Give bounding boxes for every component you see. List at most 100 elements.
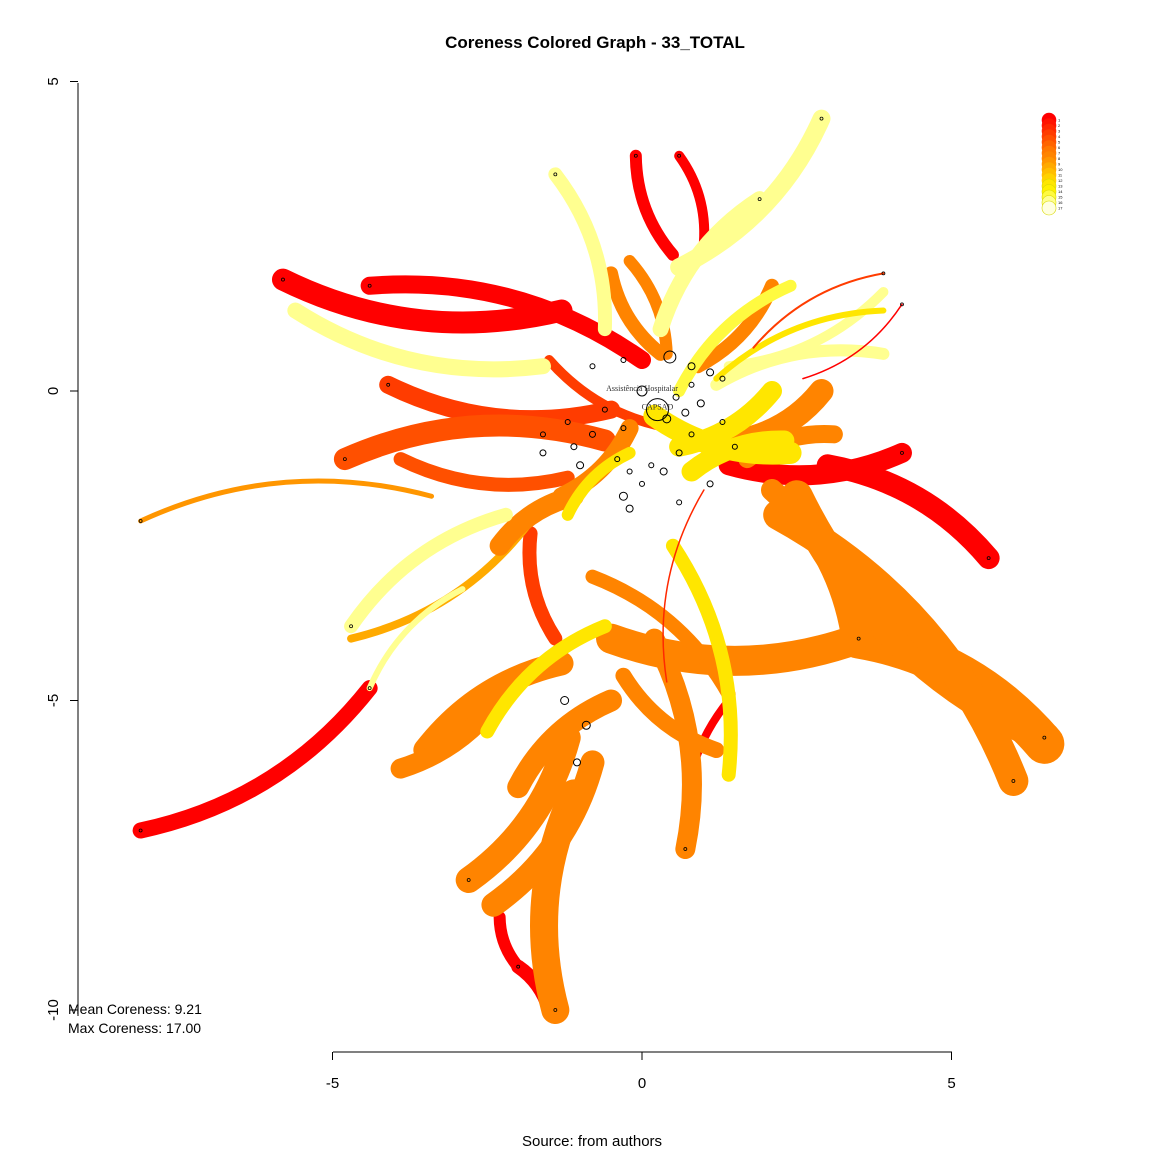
graph-node (386, 382, 391, 387)
graph-edge (623, 255, 673, 360)
graph-node (662, 414, 672, 424)
legend-label: 12 (1058, 178, 1063, 183)
graph-node (138, 519, 143, 523)
legend-label: 7 (1058, 151, 1061, 156)
graph-node (672, 393, 680, 401)
legend-label: 10 (1058, 167, 1063, 172)
y-axis-ticks: 5 0 -5 -10 (45, 77, 78, 1021)
legend-label: 15 (1058, 195, 1063, 200)
graph-edge (393, 452, 575, 492)
graph-node (620, 357, 627, 364)
graph-edge (674, 150, 710, 248)
source-caption: Source: from authors (522, 1133, 662, 1150)
graph-node (645, 398, 669, 422)
graph-node (553, 1008, 558, 1012)
graph-edge (713, 307, 887, 382)
graph-edge (271, 268, 573, 334)
graph-node (367, 283, 372, 288)
graph-edge (652, 191, 768, 338)
legend-label: 13 (1058, 184, 1063, 189)
y-tick-label: 5 (45, 77, 62, 85)
graph-node (856, 636, 861, 641)
graph-node (986, 556, 991, 561)
graph-node (757, 197, 762, 202)
graph-node (683, 847, 688, 851)
graph-edge (138, 478, 435, 524)
graph-node (553, 172, 558, 177)
graph-node (706, 368, 715, 377)
graph-edge (507, 689, 623, 799)
graph-edge (480, 619, 612, 739)
graph-node (573, 758, 582, 767)
graph-node (601, 406, 608, 413)
graph-node (588, 430, 596, 438)
graph-node (688, 431, 695, 438)
legend-label: 3 (1058, 129, 1061, 134)
legend-label: 11 (1058, 173, 1063, 178)
x-tick-label: 5 (947, 1075, 955, 1092)
graph-edge (669, 381, 782, 457)
graph-node (900, 450, 904, 455)
graph-node (687, 362, 696, 371)
graph-node-labels: CAPSAD Assistência Hospitalar (606, 384, 678, 412)
graph-edge (561, 446, 636, 521)
x-axis-ticks: -5 0 5 (326, 1052, 956, 1092)
graph-node (614, 456, 621, 463)
legend-label: 17 (1058, 206, 1063, 211)
graph-node (539, 449, 547, 457)
graph-node (516, 964, 521, 969)
graph-edge (390, 678, 516, 779)
graph-node (881, 271, 886, 276)
graph-edge (344, 507, 513, 634)
graph-node (539, 431, 546, 438)
graph-edge (662, 489, 705, 683)
x-tick-label: 0 (638, 1075, 646, 1092)
graph-node (663, 350, 677, 364)
graph-node (560, 696, 570, 705)
graph-node (719, 418, 726, 425)
graph-edge (673, 279, 797, 397)
graph-edge (481, 750, 605, 917)
legend-label: 8 (1058, 156, 1061, 161)
graph-edge (604, 266, 668, 361)
graph-node (706, 480, 714, 488)
graph-node (138, 828, 143, 833)
graph-edge (665, 538, 738, 782)
graph-node (1042, 735, 1047, 740)
graph-edge (366, 586, 466, 692)
graph-node (633, 153, 638, 158)
graph-node (719, 375, 726, 382)
graph-node (677, 153, 682, 158)
chart-title: Coreness Colored Graph - 33_TOTAL (445, 33, 745, 52)
graph-edge (816, 454, 1000, 570)
graph-node (688, 381, 695, 388)
graph-edge (360, 275, 651, 370)
graph-node (696, 399, 705, 408)
graph-node (819, 116, 824, 121)
graph-edge (718, 442, 912, 486)
graph-node (636, 385, 648, 397)
graph-node (731, 443, 738, 450)
graph-node (639, 480, 645, 487)
legend-swatch (1041, 200, 1057, 216)
graph-node (625, 504, 634, 513)
graph-node (564, 418, 571, 425)
graph-edge (681, 430, 795, 482)
legend-label: 4 (1058, 134, 1061, 139)
legend-label: 16 (1058, 200, 1063, 205)
graph-node (342, 457, 347, 461)
graph-node (659, 467, 668, 476)
graph-node (676, 499, 683, 506)
graph-node (618, 491, 628, 501)
graph-node (281, 277, 285, 282)
x-tick-label: -5 (326, 1075, 339, 1092)
graph-node (570, 443, 578, 451)
graph-edge (455, 724, 581, 894)
graph-edge (333, 414, 616, 471)
legend-label: 1 (1058, 118, 1061, 123)
graph-node (589, 363, 596, 370)
graph-node (1011, 779, 1016, 783)
mean-coreness-label: Mean Coreness: 9.21 (68, 1001, 202, 1017)
